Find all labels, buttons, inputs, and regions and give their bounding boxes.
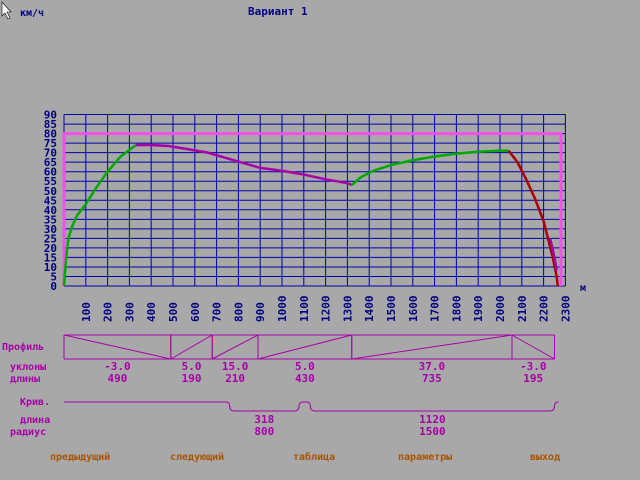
speed-limit <box>62 132 563 286</box>
y-tick-label: 15 <box>44 251 57 264</box>
speed-limit-line <box>62 132 563 286</box>
y-tick-label: 50 <box>44 185 57 198</box>
x-tick-label: 400 <box>145 302 158 322</box>
curve-length-value: 1120 <box>419 413 446 426</box>
profile-length-value: 210 <box>225 372 245 385</box>
y-tick-label: 10 <box>44 261 57 274</box>
slopes-label: уклоны <box>10 362 46 373</box>
speed-series-line <box>548 238 558 271</box>
x-tick-label: 1600 <box>407 296 420 323</box>
profile-length-value: 490 <box>107 372 127 385</box>
menu-next-button[interactable]: следующий <box>170 451 224 463</box>
speed-series-line <box>135 143 353 187</box>
speed-series-line <box>62 144 137 287</box>
speed-series-line <box>350 149 509 186</box>
x-tick-labels: 100 200 300 400 500 600 700 800 900 1000 1100 1200 1… <box>80 296 573 323</box>
x-tick-label: 300 <box>123 302 136 322</box>
y-tick-label: 0 <box>50 280 57 293</box>
speed-series <box>62 143 560 287</box>
y-axis-unit: км/ч <box>20 8 44 19</box>
x-tick-label: 200 <box>102 302 115 322</box>
y-tick-label: 85 <box>44 118 57 131</box>
curves-line <box>64 401 559 412</box>
profile-slope-line <box>511 334 555 360</box>
profile-slope-value: -3.0 <box>104 360 131 373</box>
profile-slope-value: 5.0 <box>295 360 315 373</box>
profile-length-value: 430 <box>295 372 315 385</box>
x-tick-label: 2200 <box>538 296 551 323</box>
x-tick-label: 800 <box>232 302 245 322</box>
x-tick-label: 1200 <box>320 296 333 323</box>
profile-slope-value: 37.0 <box>419 360 446 373</box>
x-tick-label: 500 <box>167 302 180 322</box>
x-tick-label: 2300 <box>559 296 572 323</box>
profile-slope-line <box>170 334 213 360</box>
x-tick-label: 1000 <box>276 296 289 323</box>
profile-slope-line <box>257 334 352 360</box>
x-tick-label: 1500 <box>385 296 398 323</box>
x-tick-label: 2000 <box>494 296 507 323</box>
curve-radius-label: радиус <box>10 427 46 438</box>
x-tick-label: 1800 <box>450 296 463 323</box>
profile-slope-value: 15.0 <box>222 360 249 373</box>
x-tick-label: 1100 <box>298 296 311 323</box>
x-axis-unit: м <box>580 283 586 294</box>
curve-radius-value: 1500 <box>419 425 446 438</box>
profile-length-value: 195 <box>523 372 543 385</box>
y-tick-label: 25 <box>44 232 57 245</box>
x-tick-label: 900 <box>254 302 267 322</box>
chart-title: Вариант 1 <box>248 5 308 18</box>
profile-slope-line <box>351 334 513 360</box>
profile-slope-value: 5.0 <box>182 360 202 373</box>
y-tick-label: 60 <box>44 166 57 179</box>
y-tick-label: 65 <box>44 156 57 169</box>
y-tick-label: 5 <box>50 270 57 283</box>
curve-length-label: длина <box>20 415 50 426</box>
y-tick-label: 45 <box>44 194 57 207</box>
y-tick-label: 30 <box>44 223 57 236</box>
y-tick-label: 20 <box>44 242 57 255</box>
x-tick-label: 100 <box>80 302 93 322</box>
x-tick-label: 700 <box>211 302 224 322</box>
profile-length-value: 190 <box>182 372 202 385</box>
curves-label: Крив. <box>20 397 50 408</box>
y-tick-label: 80 <box>44 128 57 141</box>
y-tick-label: 70 <box>44 147 57 160</box>
x-tick-label: 2100 <box>516 296 529 323</box>
mouse-cursor-icon <box>1 1 12 20</box>
profile-slope-value: -3.0 <box>520 360 547 373</box>
speed-series-line <box>507 149 560 287</box>
x-tick-label: 1700 <box>429 296 442 323</box>
menu-table-button[interactable]: таблица <box>293 451 335 463</box>
x-tick-label: 1400 <box>363 296 376 323</box>
menu-prev-button[interactable]: предыдущий <box>50 451 110 463</box>
y-tick-label: 90 <box>44 109 57 122</box>
y-tick-label: 35 <box>44 213 57 226</box>
profile-slope-line <box>63 334 171 360</box>
y-tick-label: 75 <box>44 137 57 150</box>
y-tick-label: 40 <box>44 204 57 217</box>
menu-exit-button[interactable]: выход <box>530 452 560 463</box>
profile-length-value: 735 <box>422 372 442 385</box>
y-tick-label: 55 <box>44 175 57 188</box>
x-tick-label: 600 <box>189 302 202 322</box>
x-tick-label: 1300 <box>341 296 354 323</box>
x-tick-label: 1900 <box>472 296 485 323</box>
chart-grid <box>63 114 566 287</box>
curve-radius-value: 800 <box>254 425 274 438</box>
menu-params-button[interactable]: параметры <box>398 452 452 463</box>
profile-slope-line <box>212 334 259 360</box>
lengths-label: длины <box>10 374 40 385</box>
curve-length-value: 318 <box>254 413 274 426</box>
profile-label: Профиль <box>2 341 44 353</box>
